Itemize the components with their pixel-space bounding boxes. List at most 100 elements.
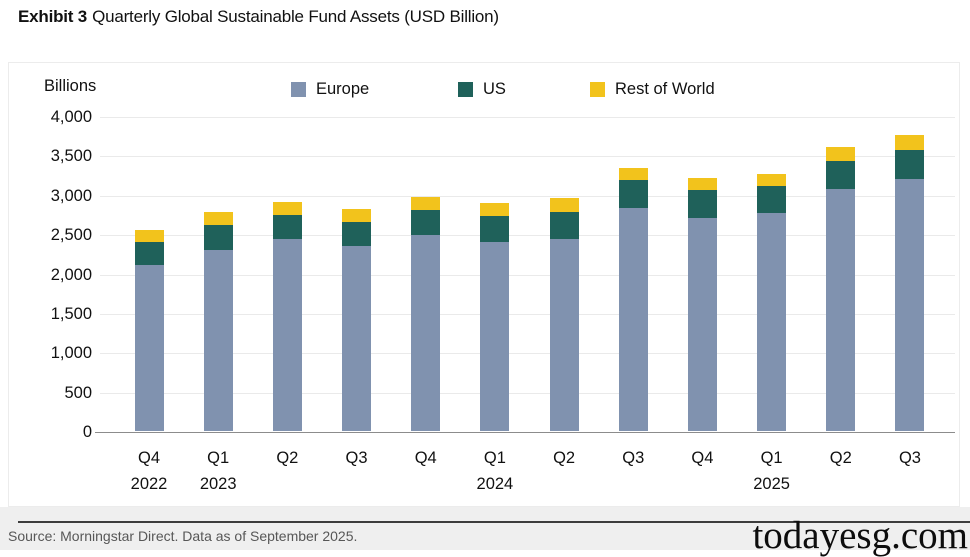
legend-swatch-rest-of-world-icon (590, 81, 605, 97)
x-year-label: 2024 (476, 475, 514, 493)
x-tick-label: Q1 (483, 449, 506, 467)
x-tick-label: Q2 (553, 449, 576, 467)
legend-label-rest-of-world: Rest of World (615, 80, 715, 98)
bar-segment-europe (549, 239, 579, 431)
legend-swatch-us-icon (458, 81, 473, 97)
bar-segment-europe (134, 264, 164, 431)
legend-label-us: US (483, 80, 506, 98)
bar-q2 (826, 147, 856, 431)
watermark: todayesg.com (752, 514, 968, 557)
bar-segment-rest-of-world (411, 197, 441, 211)
chart-title: Exhibit 3 Quarterly Global Sustainable Fu… (18, 7, 499, 27)
gridline (100, 195, 955, 197)
footer-divider (18, 521, 970, 523)
x-axis: Q4 2022 Q1 2023 Q2 Q3 Q4 Q1 2024 Q2 Q3 Q4 Q1 2025 Q2 Q3 (100, 449, 955, 504)
x-tick-label: Q4 (414, 449, 437, 467)
bar-q4 (687, 177, 717, 431)
legend-item-europe: Europe (291, 81, 369, 97)
y-tick-label: 0 (82, 423, 92, 441)
gridline (100, 117, 955, 118)
bar-segment-us (411, 210, 441, 236)
gridline (100, 353, 955, 355)
x-tick-label: Q2 (276, 449, 299, 467)
bar-segment-us (342, 221, 372, 246)
bar-segment-rest-of-world (203, 212, 233, 226)
bar-segment-rest-of-world (826, 147, 856, 162)
bar-segment-europe (342, 245, 372, 431)
bar-segment-rest-of-world (134, 230, 164, 243)
bar-segment-rest-of-world (687, 177, 717, 191)
x-tick-label: Q3 (622, 449, 645, 467)
y-tick-label: 500 (64, 383, 92, 402)
exhibit-number: Exhibit 3 (18, 7, 88, 26)
gridline (100, 274, 955, 276)
bar-segment-us (895, 149, 925, 179)
source-note: Source: Morningstar Direct. Data as of S… (8, 528, 358, 544)
x-axis-line (95, 432, 955, 433)
x-tick-label: Q3 (345, 449, 368, 467)
gridline (100, 156, 955, 158)
gridline (100, 392, 955, 394)
x-tick-label: Q1 (207, 449, 230, 467)
bar-segment-europe (618, 208, 648, 431)
y-tick-label: 1,500 (50, 304, 92, 323)
legend-swatch-europe-icon (291, 81, 306, 97)
y-axis: 0 500 1,000 1,500 2,000 2,500 3,000 3,500 4,000 (0, 108, 92, 447)
x-year-label: 2022 (130, 475, 168, 493)
bar-segment-europe (203, 249, 233, 431)
bar-segment-us (272, 215, 302, 240)
x-tick-label: Q2 (829, 449, 852, 467)
bar-segment-rest-of-world (618, 167, 648, 181)
y-axis-unit-label: Billions (44, 77, 97, 95)
chart-title-text: Quarterly Global Sustainable Fund Assets… (92, 7, 499, 26)
bar-q1-2024 (480, 203, 510, 431)
y-tick-label: 3,000 (50, 186, 92, 205)
bar-segment-us (826, 161, 856, 189)
y-tick-label: 1,000 (50, 344, 92, 363)
y-tick-label: 3,500 (50, 147, 92, 166)
bar-segment-europe (687, 218, 717, 431)
x-tick-label: Q4 (691, 449, 714, 467)
x-tick-label: Q3 (898, 449, 921, 467)
bar-segment-rest-of-world (480, 203, 510, 217)
y-tick-label: 2,500 (50, 226, 92, 245)
bar-q3 (342, 209, 372, 431)
legend-item-us: US (458, 81, 506, 97)
gridline (100, 235, 955, 237)
bar-segment-europe (757, 213, 787, 431)
bar-segment-us (687, 190, 717, 219)
bar-segment-europe (411, 235, 441, 431)
legend-label-europe: Europe (316, 80, 370, 98)
bar-q2 (549, 198, 579, 431)
y-tick-label: 4,000 (50, 108, 92, 126)
bar-segment-europe (895, 178, 925, 431)
bar-q2 (272, 202, 302, 431)
bar-segment-rest-of-world (272, 202, 302, 216)
bar-q1-2025 (757, 173, 787, 431)
bar-q4 (411, 197, 441, 431)
footer: Source: Morningstar Direct. Data as of S… (0, 507, 970, 555)
y-tick-label: 2,000 (50, 265, 92, 284)
gridline (100, 313, 955, 315)
bar-segment-us (480, 216, 510, 242)
bar-segment-us (203, 225, 233, 250)
bar-q1-2023 (203, 212, 233, 431)
bar-segment-us (549, 211, 579, 240)
legend-item-rest-of-world: Rest of World (590, 81, 715, 97)
bar-segment-rest-of-world (342, 209, 372, 222)
bar-segment-rest-of-world (757, 173, 787, 187)
bar-segment-us (757, 186, 787, 214)
bar-segment-europe (272, 239, 302, 431)
plot-area (95, 117, 955, 433)
x-year-label: 2023 (199, 475, 237, 493)
bar-q4-2022 (134, 230, 164, 431)
x-tick-label: Q4 (137, 449, 161, 467)
bar-q3 (895, 134, 925, 431)
bar-q3 (618, 167, 648, 431)
x-tick-label: Q1 (760, 449, 783, 467)
bar-segment-rest-of-world (895, 134, 925, 150)
bar-segment-europe (826, 188, 856, 431)
x-year-label: 2025 (753, 475, 790, 493)
bar-segment-rest-of-world (549, 198, 579, 212)
